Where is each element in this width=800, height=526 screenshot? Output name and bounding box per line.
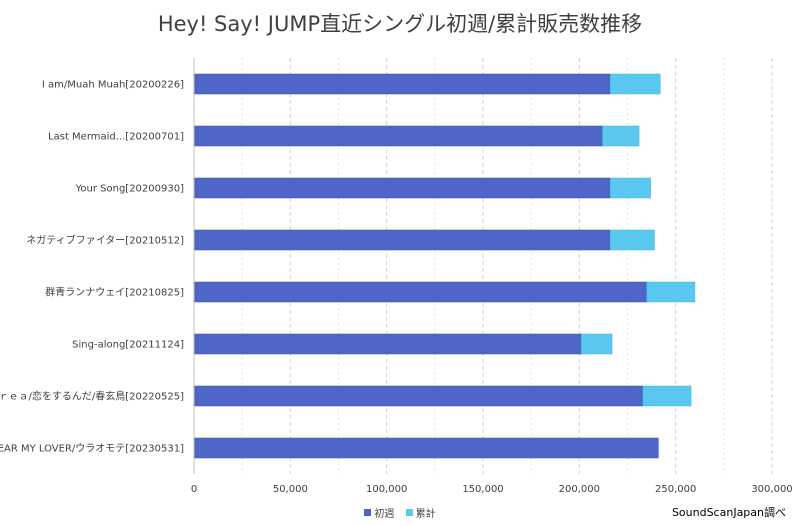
x-tick-label: 250,000 [655, 484, 696, 495]
category-label: ネガティブファイター[20210512] [26, 234, 184, 247]
x-tick-label: 100,000 [366, 484, 407, 495]
bar-cumulative [646, 281, 696, 303]
legend-item-cumulative: 累計 [405, 505, 436, 520]
x-tick-label: 50,000 [273, 484, 308, 495]
legend: 初週 累計 [0, 505, 800, 520]
legend-item-first-week: 初週 [364, 505, 394, 520]
legend-label-first-week: 初週 [374, 509, 395, 520]
x-tick-label: 300,000 [751, 484, 792, 495]
chart-title: Hey! Say! JUMP直近シングル初週/累計販売数推移 [157, 12, 643, 36]
bar-first-week [193, 125, 603, 147]
category-label: Your Song[20200930] [75, 184, 184, 195]
gridlines [241, 58, 773, 474]
category-label: ａｒｅａ/恋をするんだ/春玄鳥[20220525] [0, 390, 184, 403]
legend-label-cumulative: 累計 [415, 509, 436, 520]
bar-first-week [193, 385, 644, 407]
category-label: DEAR MY LOVER/ウラオモテ[20230531] [0, 443, 184, 455]
legend-swatch-cumulative [405, 509, 413, 516]
legend-swatch-first-week [364, 509, 372, 516]
category-label: I am/Muah Muah[20200226] [42, 80, 184, 91]
bar-first-week [193, 281, 648, 303]
category-label: Sing-along[20211124] [72, 340, 184, 351]
category-label: Last Mermaid...[20200701] [48, 132, 184, 143]
bars [193, 73, 696, 459]
x-tick-label: 0 [191, 484, 197, 495]
bar-first-week [193, 229, 611, 251]
bar-cumulative [609, 73, 661, 95]
x-tick-label: 200,000 [559, 484, 600, 495]
bar-first-week [193, 73, 611, 95]
bar-cumulative [581, 333, 613, 355]
source-note: SoundScanJapan調べ [671, 506, 786, 519]
tick-labels: I am/Muah Muah[20200226] Last Mermaid...[… [0, 80, 793, 496]
x-tick-label: 150,000 [462, 484, 503, 495]
category-label: 群青ランナウェイ[20210825] [45, 286, 184, 299]
bar-cumulative [642, 385, 692, 407]
bar-cumulative [602, 125, 640, 147]
bar-cumulative [609, 229, 655, 251]
bar-first-week [193, 333, 582, 355]
bar-first-week [193, 437, 659, 459]
bar-cumulative [609, 177, 651, 199]
bar-first-week [193, 177, 611, 199]
